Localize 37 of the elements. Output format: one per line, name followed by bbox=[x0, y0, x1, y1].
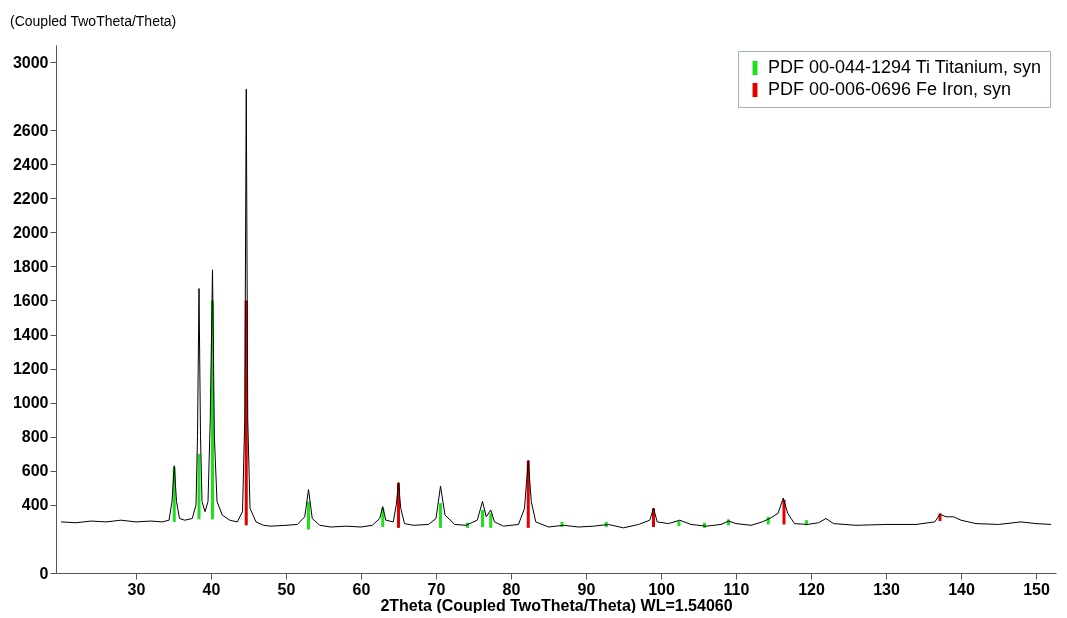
x-tick-label: 90 bbox=[577, 580, 596, 598]
x-tick-label: 60 bbox=[352, 580, 371, 598]
x-tick-label: 40 bbox=[202, 580, 221, 598]
legend-label: PDF 00-006-0696 Fe Iron, syn bbox=[768, 79, 1012, 99]
bar bbox=[197, 453, 201, 520]
x-tick-label: 50 bbox=[277, 580, 296, 598]
y-tick-label: 2600 bbox=[12, 121, 49, 139]
y-tick-label: 0 bbox=[39, 564, 49, 582]
y-tick-label: 1200 bbox=[12, 360, 49, 378]
y-tick-label: 1600 bbox=[12, 291, 49, 309]
x-tick-label: 80 bbox=[502, 580, 521, 598]
y-tick-label: 1000 bbox=[12, 394, 49, 412]
bar bbox=[489, 513, 493, 528]
y-tick-label: 3000 bbox=[12, 53, 49, 71]
bar bbox=[481, 509, 484, 528]
x-tick-label: 70 bbox=[427, 580, 446, 598]
y-tick-label: 2000 bbox=[12, 223, 49, 241]
x-tick-label: 110 bbox=[723, 580, 750, 598]
bar bbox=[677, 521, 681, 527]
x-tick-label: 140 bbox=[948, 580, 975, 598]
y-tick-label: 400 bbox=[21, 496, 49, 514]
x-tick-label: 30 bbox=[127, 580, 146, 598]
y-tick-label: 2200 bbox=[12, 189, 49, 207]
x-tick-label: 130 bbox=[873, 580, 900, 598]
x-axis-title: 2Theta (Coupled TwoTheta/Theta) WL=1.54060 bbox=[380, 596, 733, 614]
y-tick-label: 1400 bbox=[12, 326, 49, 344]
x-tick-label: 100 bbox=[648, 580, 675, 598]
x-tick-label: 150 bbox=[1023, 580, 1050, 598]
y-tick-label: 1800 bbox=[12, 257, 49, 275]
bar bbox=[439, 503, 442, 528]
bar bbox=[307, 501, 310, 530]
y-tick-label: 2400 bbox=[12, 155, 49, 173]
legend-label: PDF 00-044-1294 Ti Titanium, syn bbox=[768, 57, 1042, 77]
chart-title: (Coupled TwoTheta/Theta) bbox=[10, 13, 177, 29]
y-tick-label: 600 bbox=[21, 462, 49, 480]
y-tick-label: 800 bbox=[21, 428, 49, 446]
x-tick-label: 120 bbox=[798, 580, 825, 598]
